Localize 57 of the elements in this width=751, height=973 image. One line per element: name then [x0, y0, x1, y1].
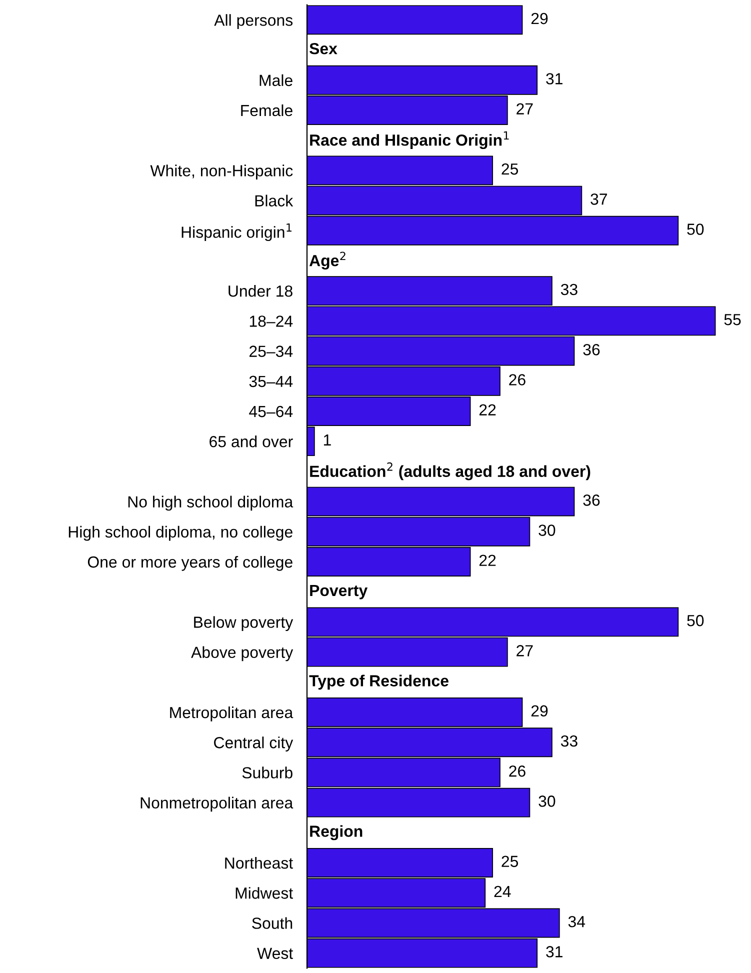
data-label: 55: [724, 314, 741, 326]
data-label: 36: [583, 494, 600, 506]
data-label: 36: [583, 344, 600, 356]
data-label: 30: [538, 524, 556, 536]
y-tick-label: West: [257, 948, 293, 960]
data-label: 25: [502, 163, 518, 175]
y-tick-label: Male: [260, 74, 292, 86]
data-label: 37: [590, 194, 607, 205]
y-tick-label: Poverty: [310, 585, 368, 600]
data-label: 24: [494, 886, 511, 898]
y-tick-label: Metropolitan area: [170, 706, 294, 722]
y-tick-label: Below poverty: [194, 616, 294, 632]
y-tick-label: Type of Residence: [309, 674, 448, 690]
data-label: 31: [546, 946, 562, 958]
y-tick-label: 18–24: [250, 316, 293, 327]
y-tick-label: Nonmetropolitan area: [140, 796, 294, 812]
y-tick-label: Northeast: [225, 856, 293, 869]
data-label: 26: [509, 374, 526, 386]
data-label: 34: [568, 916, 586, 928]
y-tick-label: Central city: [214, 736, 294, 752]
data-label: 31: [546, 73, 562, 84]
y-tick-label: 25–34: [250, 346, 293, 357]
data-label: 29: [531, 705, 548, 717]
y-tick-label: High school diploma, no college: [68, 526, 292, 541]
y-tick-label: One or more years of college: [88, 556, 292, 571]
y-tick-label: 45–64: [249, 406, 293, 418]
y-tick-label: Race and HIspanic Origin$^{1}$: [310, 131, 509, 150]
data-label: 50: [687, 614, 704, 626]
y-tick-label: Black: [255, 194, 294, 206]
data-label: 33: [560, 735, 578, 747]
y-tick-label: Above poverty: [191, 646, 294, 662]
y-tick-label: Female: [241, 104, 292, 116]
y-tick-label: South: [252, 917, 292, 929]
y-tick-label: No high school diploma: [128, 496, 294, 511]
y-tick-label: Under 18: [228, 285, 292, 297]
y-tick-label: 65 and over: [210, 436, 293, 448]
y-tick-label: Education$^{2}$ (adults aged 18 and over): [310, 462, 590, 480]
y-tick-label: Suburb: [242, 766, 292, 778]
y-tick-label: White, non-Hispanic: [150, 164, 293, 180]
y-tick-label: 35–44: [249, 376, 293, 388]
y-tick-label: Midwest: [236, 887, 293, 899]
data-label: 22: [479, 554, 496, 566]
y-tick-label: Hispanic origin$^{1}$: [182, 223, 292, 242]
y-tick-label: Region: [310, 825, 362, 840]
data-label: 33: [560, 284, 578, 296]
data-label: 25: [502, 856, 518, 868]
data-label: 27: [516, 645, 533, 656]
data-label: 1: [324, 434, 331, 446]
y-tick-label: All persons: [214, 14, 293, 30]
y-tick-label: Age$^{2}$: [309, 252, 346, 270]
data-label: 30: [538, 796, 556, 807]
y-tick-label: Sex: [310, 42, 338, 54]
data-label: 27: [516, 103, 533, 114]
data-label: 29: [531, 12, 548, 24]
data-label: 50: [687, 224, 704, 235]
data-label: 26: [509, 765, 526, 777]
data-label: 22: [479, 404, 496, 416]
